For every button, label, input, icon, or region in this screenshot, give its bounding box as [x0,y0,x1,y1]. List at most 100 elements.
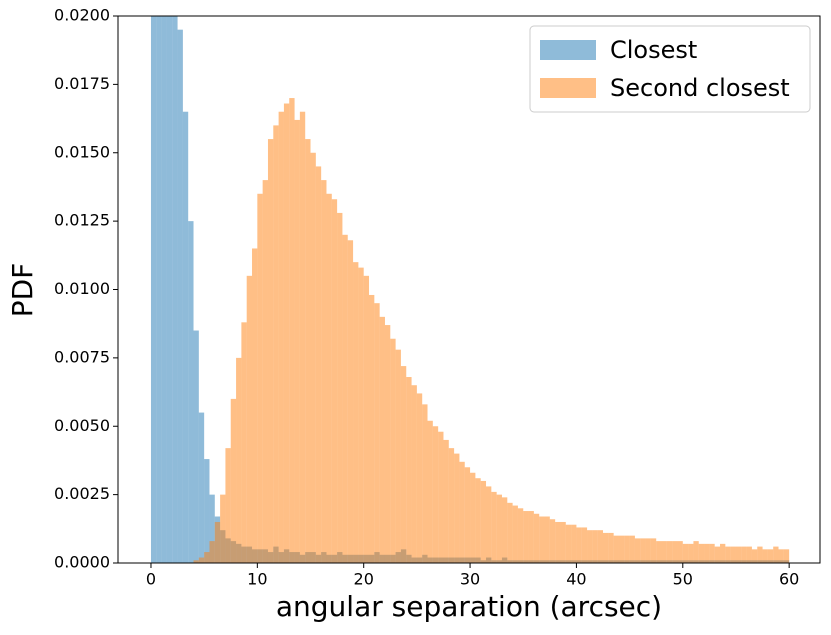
histogram-bar [252,248,258,563]
histogram-bar [459,461,465,563]
y-tick-label: 0.0125 [54,211,110,230]
histogram-bar [618,535,625,563]
histogram-bar [214,521,221,563]
histogram-bar [353,262,359,563]
histogram-bar [198,412,205,563]
x-axis-label: angular separation (arcsec) [276,590,662,623]
histogram-bar [714,546,721,563]
histogram-bar [762,549,768,563]
x-tick-label: 10 [247,570,267,589]
histogram-bar [427,420,433,563]
histogram-bar [262,180,268,563]
histogram-bar [544,516,550,563]
histogram-bar [496,494,502,563]
histogram-bar [491,491,497,563]
y-tick-label: 0.0050 [54,416,110,435]
histogram-bar [597,530,604,563]
histogram-bar [751,549,758,563]
histogram-bar [757,546,763,563]
histogram-bar [267,139,274,563]
histogram-bar [640,538,646,563]
histogram-bar [741,546,747,563]
histogram-bar [331,199,338,563]
histogram-bar [347,240,354,563]
histogram-bar [672,541,678,563]
histogram-bar [709,543,715,563]
histogram-bar [438,431,444,563]
histogram-bar [773,546,779,563]
histogram-bar [172,16,178,563]
y-tick-label: 0.0175 [54,74,110,93]
y-tick-label: 0.0025 [54,484,110,503]
histogram-bar [581,527,588,563]
histogram-bar [587,530,593,563]
histogram-bar [677,541,683,563]
histogram-bar [613,535,619,563]
x-tick-label: 60 [779,570,799,589]
x-tick-label: 30 [460,570,480,589]
bars [150,16,790,563]
histogram-bar [634,538,641,563]
y-tick-label: 0.0100 [54,279,110,298]
histogram-bar [236,357,242,563]
histogram-bar [539,516,545,563]
histogram-bar [555,521,561,563]
histogram-bar [230,398,237,563]
histogram-bar [603,532,609,563]
histogram-bar [624,535,630,563]
histogram-bar [507,502,513,563]
histogram-bar [193,560,199,563]
histogram-bar [698,543,705,563]
x-tick-label: 20 [354,570,374,589]
histogram-bar [161,16,167,563]
histogram-bar [278,111,284,563]
histogram-bar [565,524,572,563]
histogram-bar [693,541,699,563]
histogram-bar [480,480,487,563]
histogram-bar [182,111,189,563]
histogram-bar [220,494,226,563]
histogram-bar [337,212,343,563]
histogram-bar [571,524,577,563]
histogram-bar [315,166,322,563]
histogram-bar [470,472,476,563]
histogram-bar [294,119,300,563]
histogram-bar [390,338,396,563]
x-tick-label: 50 [673,570,693,589]
histogram-bar [549,519,556,563]
legend-label: Closest [610,36,697,64]
histogram-bar [486,486,492,563]
histogram-bar [720,543,726,563]
histogram-bar [730,546,736,563]
histogram-bar [198,557,205,563]
histogram-bar [156,16,162,563]
histogram-bar [650,538,657,563]
histogram-bar [533,513,540,563]
histogram-bar [422,404,428,563]
histogram-bar [342,234,348,563]
histogram-bar [454,453,460,563]
histogram-bar [464,467,471,563]
histogram-bar [177,29,183,563]
histogram-bar [406,377,412,563]
histogram-bar [257,193,263,563]
histogram-bar [645,538,651,563]
histogram-bar [682,543,689,563]
histogram-bar [475,478,481,563]
legend-swatch [540,40,596,60]
histogram-bar [725,546,731,563]
histogram-bar [778,549,784,563]
histogram-bar [321,180,327,563]
histogram-bar [193,330,199,563]
histogram-bar [735,546,742,563]
histogram-bar [501,497,508,563]
histogram-bar [656,541,662,563]
x-tick-label: 0 [146,570,156,589]
y-axis-label: PDF [6,263,39,318]
y-tick-label: 0.0000 [54,553,110,572]
histogram-bar [443,439,449,563]
histogram-bar [395,349,401,563]
histogram-bar [767,549,774,563]
histogram-bar [411,385,417,563]
